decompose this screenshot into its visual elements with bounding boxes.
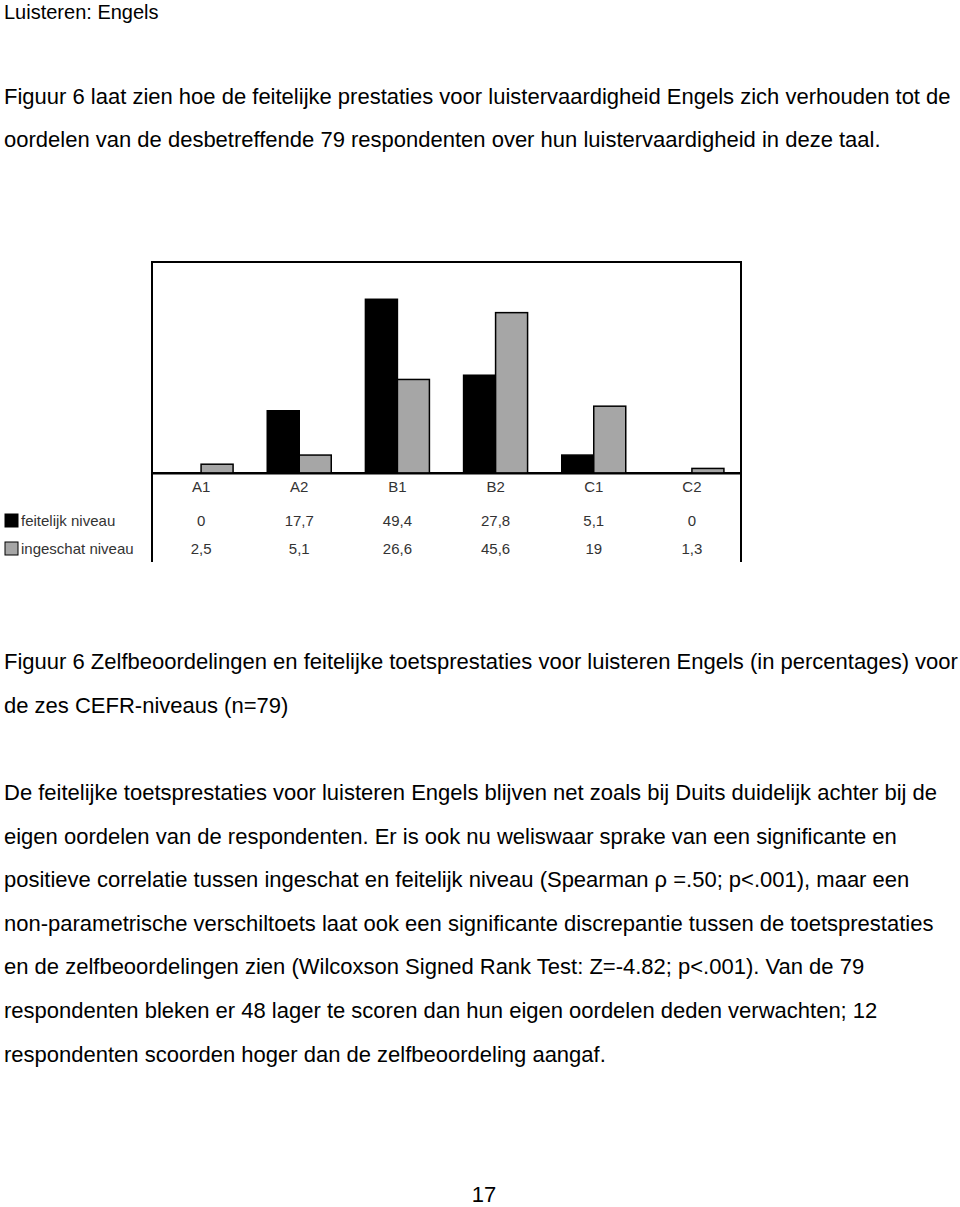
intro: Figuur 6 laat zien hoe de feitelijke pre… (4, 75, 959, 161)
data-label: 45,6 (481, 540, 510, 557)
table-line (740, 473, 742, 562)
bar (201, 464, 233, 473)
data-label: 0 (197, 512, 205, 529)
legend-key (5, 542, 18, 555)
bar (464, 375, 496, 473)
plot-frame (152, 262, 741, 473)
data-label: 1,3 (681, 540, 702, 557)
data-label: 5,1 (289, 540, 310, 557)
bar (365, 299, 397, 473)
bar (562, 455, 594, 473)
legend-label: ingeschat niveau (21, 540, 134, 557)
bar (594, 406, 626, 473)
tick-label: A2 (290, 478, 308, 495)
heading: Luisteren: Engels (4, 0, 959, 24)
bar (496, 313, 528, 473)
tick-label: A1 (192, 478, 210, 495)
bar (397, 379, 429, 473)
bar (299, 455, 331, 473)
data-label: 17,7 (285, 512, 314, 529)
tick: C2 (682, 478, 701, 495)
legend-key (5, 514, 18, 527)
legend-label: feitelijk niveau (21, 512, 115, 529)
tick: A2 (290, 478, 308, 495)
table-line (151, 473, 153, 562)
data-label: 49,4 (383, 512, 412, 529)
body: De feitelijke toetsprestaties voor luist… (4, 771, 959, 1076)
page-number: 17 (0, 1183, 960, 1207)
data-label: 2,5 (191, 540, 212, 557)
tick-label: C2 (682, 478, 701, 495)
data-label: 19 (585, 540, 602, 557)
bars (201, 299, 724, 473)
tick: B1 (388, 478, 406, 495)
axis-line (153, 473, 742, 475)
x-axis: A1 A2 B1 B2 C1 C2 (153, 474, 742, 495)
bar (692, 468, 724, 473)
data-label: 27,8 (481, 512, 510, 529)
tick: C1 (584, 478, 603, 495)
data-label: 26,6 (383, 540, 412, 557)
chart: A1 A2 B1 B2 C1 C2 feitelijk niveau 0 17,7 49,4 27,… (0, 0, 960, 600)
tick-label: B2 (486, 478, 504, 495)
tick-label: C1 (584, 478, 603, 495)
data-label: 5,1 (583, 512, 604, 529)
data-label: 0 (688, 512, 696, 529)
tick: B2 (486, 478, 504, 495)
tick: A1 (192, 478, 210, 495)
tick-label: B1 (388, 478, 406, 495)
bar (267, 411, 299, 473)
caption: Figuur 6 Zelfbeoordelingen en feitelijke… (4, 640, 959, 728)
